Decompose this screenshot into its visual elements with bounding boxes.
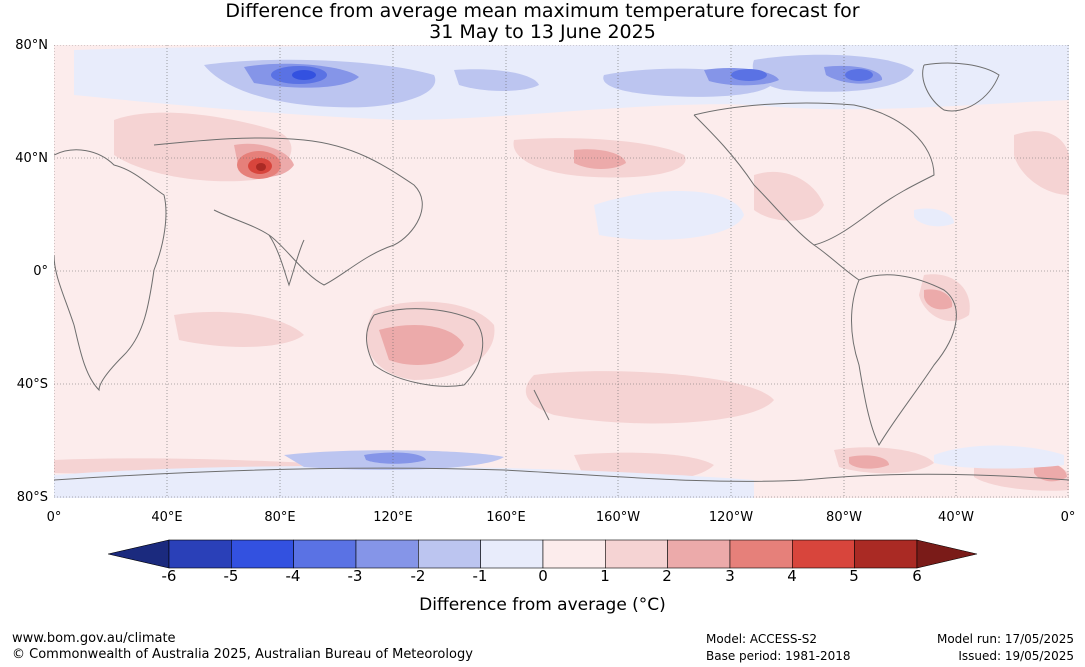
map-title-line-2: 31 May to 13 June 2025: [429, 21, 656, 43]
colorbar-cell: [293, 539, 357, 569]
colorbar-tick: 5: [849, 567, 859, 585]
colorbar-cell: [355, 539, 419, 569]
lat-label-80n: 80°N: [15, 38, 48, 53]
colorbar-cell: [729, 539, 793, 569]
colorbar-cell: [605, 539, 668, 569]
lat-label-40n: 40°N: [15, 151, 48, 166]
footer-site-link[interactable]: www.bom.gov.au/climate: [12, 631, 176, 646]
colorbar-tick: 1: [600, 567, 610, 585]
anomaly-hot-spot-central-asia: [237, 151, 281, 179]
colorbar-label: Difference from average (°C): [419, 595, 666, 615]
colorbar-extend-low: [108, 539, 170, 569]
lon-label-0: 0°: [46, 510, 62, 525]
colorbar-tick: 0: [538, 567, 548, 585]
lon-label-80w: 80°W: [826, 510, 862, 525]
lat-label-80s: 80°S: [16, 490, 48, 505]
lon-label-40e: 40°E: [151, 510, 183, 525]
colorbar-extend-high: [916, 539, 978, 569]
lat-label-40s: 40°S: [16, 377, 48, 392]
colorbar-tick: -5: [223, 567, 239, 585]
footer-model-run: Model run: 17/05/2025: [936, 632, 1074, 646]
colorbar-tick: -2: [410, 567, 426, 585]
colorbar-tick: 2: [662, 567, 672, 585]
lon-label-80e: 80°E: [264, 510, 296, 525]
coastlines: [54, 62, 1069, 482]
colorbar-cell: [480, 539, 544, 569]
colorbar-tick: 3: [725, 567, 735, 585]
lon-label-160w: 160°W: [595, 510, 641, 525]
colorbar-tick: -3: [347, 567, 363, 585]
anomaly-minus-5-to-minus-4-regions: [292, 70, 316, 80]
footer-base-period: Base period: 1981-2018: [706, 649, 851, 663]
lon-label-40w: 40°W: [938, 510, 974, 525]
map-title-line-1: Difference from average mean maximum tem…: [225, 0, 860, 22]
colorbar-cell: [168, 539, 232, 569]
lon-label-120w: 120°W: [708, 510, 754, 525]
colorbar-tick: -6: [161, 567, 177, 585]
lon-label-160e: 160°E: [486, 510, 526, 525]
lon-label-120e: 120°E: [373, 510, 413, 525]
colorbar-cell: [854, 539, 918, 569]
colorbar-tick: 4: [787, 567, 797, 585]
colorbar-cell: [791, 539, 855, 569]
lon-label-0-east: 0°: [1060, 510, 1076, 525]
map-background: [54, 45, 1069, 498]
colorbar: [108, 539, 978, 569]
colorbar-cell: [542, 539, 606, 569]
temperature-anomaly-map: [54, 45, 1069, 498]
footer-issued: Issued: 19/05/2025: [958, 649, 1074, 663]
colorbar-tick: -1: [472, 567, 488, 585]
colorbar-cell: [231, 539, 294, 569]
gridlines: [54, 45, 1069, 498]
colorbar-cell: [418, 539, 481, 569]
footer-model: Model: ACCESS-S2: [706, 632, 818, 646]
colorbar-tick: -4: [285, 567, 301, 585]
footer-copyright: © Commonwealth of Australia 2025, Austra…: [12, 647, 473, 662]
colorbar-cell: [667, 539, 731, 569]
lat-label-0: 0°: [33, 264, 48, 279]
colorbar-tick: 6: [912, 567, 922, 585]
